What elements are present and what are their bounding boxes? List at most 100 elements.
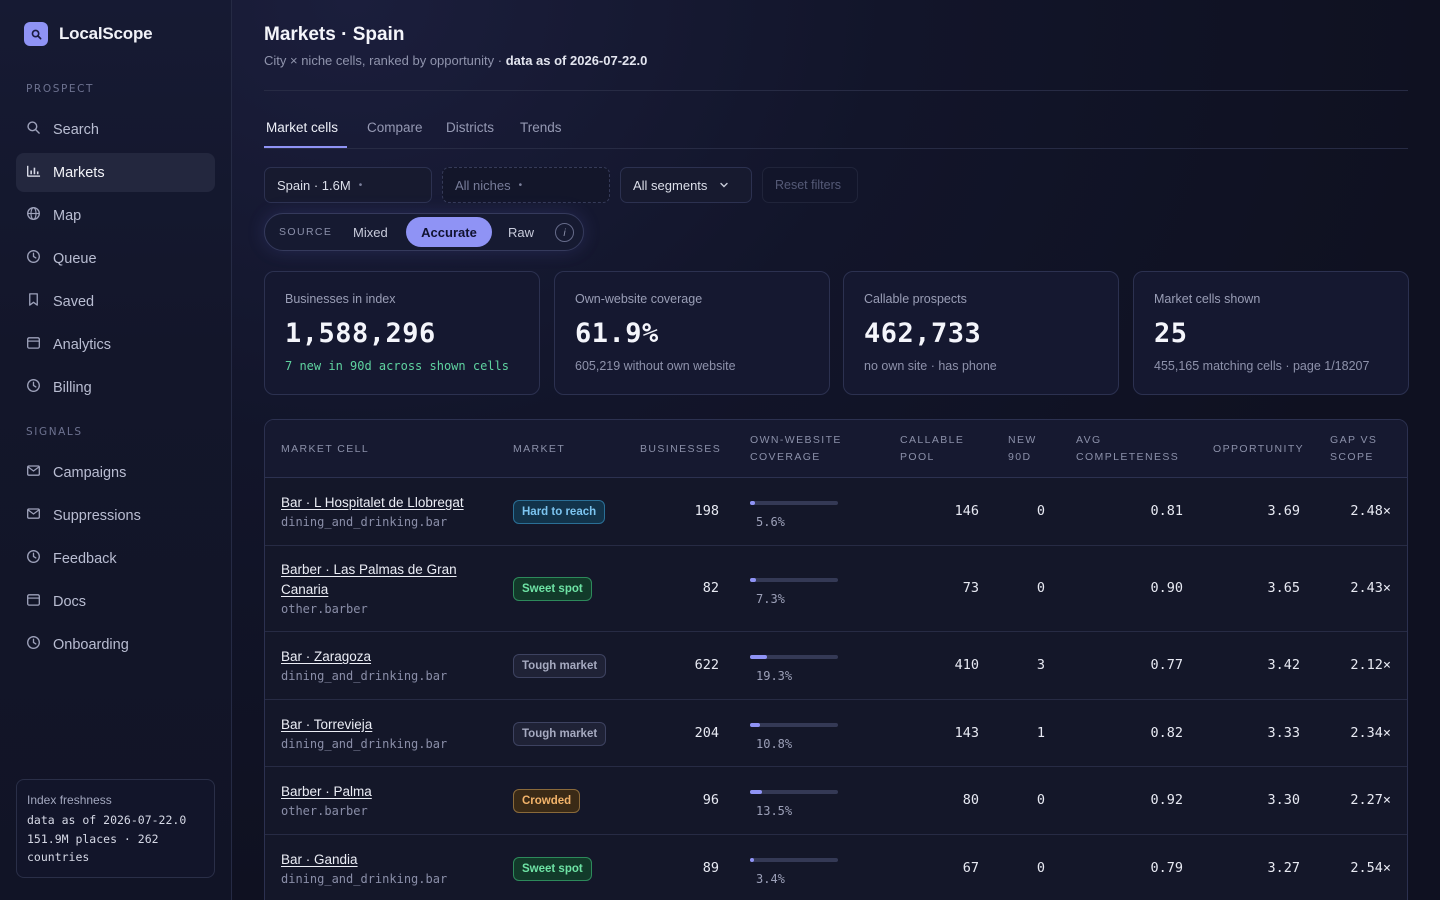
businesses-value: 622 bbox=[694, 657, 719, 673]
table-row[interactable]: Barber · Las Palmas de Gran Canaria other.… bbox=[265, 546, 1407, 632]
sidebar-item-docs[interactable]: Docs bbox=[16, 582, 215, 621]
col-market-cell[interactable]: MARKET CELL bbox=[281, 443, 370, 455]
tab-districts[interactable]: Districts bbox=[446, 120, 494, 135]
market-cell-name: Bar · L Hospitalet de Llobregat bbox=[281, 495, 464, 510]
coverage-percent: 7.3% bbox=[756, 592, 785, 606]
tab-trends[interactable]: Trends bbox=[520, 120, 562, 135]
sidebar-item-onboarding[interactable]: Onboarding bbox=[16, 625, 215, 664]
coverage-bar bbox=[750, 501, 838, 505]
col-businesses[interactable]: BUSINESSES bbox=[640, 443, 722, 455]
market-cell-link[interactable]: Barber · Palma bbox=[281, 782, 372, 802]
coverage-percent: 3.4% bbox=[756, 872, 785, 886]
tab-compare[interactable]: Compare bbox=[367, 120, 423, 135]
sidebar-item-saved[interactable]: Saved bbox=[16, 282, 215, 321]
market-cell-link[interactable]: Bar · L Hospitalet de Llobregat bbox=[281, 493, 464, 513]
gap-vs-scope-value: 2.27× bbox=[1350, 792, 1391, 808]
tab-bar: Market cells Compare Districts Trends bbox=[264, 110, 1408, 149]
market-cell-name: Barber · Las Palmas de Gran bbox=[281, 562, 457, 577]
col-avg-completeness[interactable]: AVG COMPLETENESS bbox=[1076, 432, 1179, 466]
bookmark-icon bbox=[26, 292, 41, 311]
sidebar-item-label: Map bbox=[53, 207, 82, 224]
sidebar-item-label: Docs bbox=[53, 593, 87, 610]
sidebar-item-label: Search bbox=[53, 121, 99, 138]
table-row[interactable]: Bar · L Hospitalet de Llobregat dining_an… bbox=[265, 478, 1407, 546]
col-coverage-line2: COVERAGE bbox=[750, 451, 821, 463]
info-icon[interactable]: i bbox=[555, 223, 574, 242]
col-coverage[interactable]: OWN-WEBSITE COVERAGE bbox=[750, 432, 842, 466]
businesses-value: 82 bbox=[702, 580, 719, 596]
col-coverage-line1: OWN-WEBSITE bbox=[750, 434, 842, 446]
sidebar-item-map[interactable]: Map bbox=[16, 196, 215, 235]
coverage-bar-fill bbox=[750, 501, 755, 505]
country-filter-value: Spain · 1.6M bbox=[277, 177, 351, 193]
opportunity-value: 3.30 bbox=[1267, 792, 1300, 808]
source-option-raw[interactable]: Raw bbox=[508, 225, 535, 240]
stat-note: 7 new in 90d across shown cells bbox=[285, 359, 509, 373]
sidebar-item-search[interactable]: Search bbox=[16, 110, 215, 149]
coverage-percent: 13.5% bbox=[756, 804, 793, 818]
coverage-bar bbox=[750, 722, 838, 727]
market-cell-name: Bar · Zaragoza bbox=[281, 649, 372, 664]
niches-filter[interactable]: All niches • bbox=[442, 167, 610, 203]
table-row[interactable]: Barber · Palma other.barber Crowded 96 13.5%… bbox=[265, 767, 1407, 835]
col-opportunity[interactable]: OPPORTUNITY bbox=[1213, 443, 1305, 455]
stat-label: Businesses in index bbox=[285, 292, 396, 306]
sidebar-item-suppressions[interactable]: Suppressions bbox=[16, 496, 215, 535]
market-cell: Bar · L Hospitalet de Llobregat dining_an… bbox=[281, 493, 464, 529]
subtitle-data-date: data as of 2026-07-22.0 bbox=[505, 53, 648, 68]
brand[interactable]: LocalScope bbox=[24, 22, 153, 46]
country-filter[interactable]: Spain · 1.6M • bbox=[264, 167, 432, 203]
search-icon bbox=[26, 120, 41, 139]
market-cell-link[interactable]: Bar · Torrevieja bbox=[281, 715, 447, 735]
market-badge: Hard to reach bbox=[513, 500, 606, 524]
coverage-percent: 19.3% bbox=[756, 669, 793, 683]
col-new-line2: 90D bbox=[1008, 451, 1032, 463]
gap-vs-scope-value: 2.34× bbox=[1350, 724, 1391, 741]
clock-icon bbox=[26, 549, 41, 568]
col-gap-vs-scope[interactable]: GAP VS SCOPE bbox=[1330, 432, 1377, 466]
col-market[interactable]: MARKET bbox=[513, 443, 566, 455]
stat-value: 25 bbox=[1154, 318, 1188, 349]
col-new-90d[interactable]: NEW 90D bbox=[1008, 432, 1037, 466]
sidebar-item-analytics[interactable]: Analytics bbox=[16, 325, 215, 364]
source-option-mixed[interactable]: Mixed bbox=[353, 225, 388, 240]
calendar-icon bbox=[26, 592, 41, 611]
opportunity-value: 3.69 bbox=[1267, 503, 1300, 519]
col-new-line1: NEW bbox=[1008, 434, 1037, 446]
tab-market-cells[interactable]: Market cells bbox=[266, 120, 339, 135]
sidebar-item-markets[interactable]: Markets bbox=[16, 153, 215, 192]
coverage-percent: 5.6% bbox=[756, 515, 785, 529]
bar-chart-icon bbox=[26, 163, 41, 182]
market-cell-link[interactable]: Barber · Las Palmas de Gran Canaria bbox=[281, 560, 457, 600]
market-cell-name: Barber · Palma bbox=[281, 784, 372, 799]
market-cell-category: dining_and_drinking.bar bbox=[281, 872, 448, 886]
sidebar-item-label: Campaigns bbox=[53, 464, 127, 481]
market-cell-link[interactable]: Bar · Zaragoza bbox=[281, 647, 447, 667]
sidebar-item-queue[interactable]: Queue bbox=[16, 239, 215, 278]
gap-vs-scope-value: 2.48× bbox=[1350, 503, 1391, 519]
market-cell-link[interactable]: Bar · Gandia bbox=[281, 850, 447, 870]
new-90d-value: 1 bbox=[1036, 724, 1045, 741]
stat-note: 605,219 without own website bbox=[575, 359, 736, 373]
sidebar-item-campaigns[interactable]: Campaigns bbox=[16, 453, 215, 492]
table-row[interactable]: Bar · Gandia dining_and_drinking.bar Sweet… bbox=[265, 835, 1407, 900]
segments-select[interactable]: All segments bbox=[620, 167, 752, 203]
market-cell-category: dining_and_drinking.bar bbox=[281, 669, 448, 683]
sidebar-item-feedback[interactable]: Feedback bbox=[16, 539, 215, 578]
reset-filters-button[interactable]: Reset filters bbox=[762, 167, 858, 203]
stat-value: 1,588,296 bbox=[285, 318, 436, 349]
col-callable[interactable]: CALLABLE POOL bbox=[900, 432, 964, 466]
sidebar-item-label: Analytics bbox=[53, 336, 112, 353]
table-row[interactable]: Bar · Zaragoza dining_and_drinking.bar Tou… bbox=[265, 632, 1407, 700]
divider bbox=[264, 90, 1408, 91]
source-toggle: SOURCE Mixed Accurate Raw i bbox=[264, 213, 584, 251]
source-option-accurate[interactable]: Accurate bbox=[406, 217, 492, 247]
market-cell-category: other.barber bbox=[281, 602, 368, 616]
sidebar-item-billing[interactable]: Billing bbox=[16, 368, 215, 407]
new-90d-value: 0 bbox=[1036, 503, 1045, 519]
mail-icon bbox=[26, 463, 41, 482]
sidebar-item-label: Markets bbox=[53, 164, 105, 181]
table-row[interactable]: Bar · Torrevieja dining_and_drinking.bar T… bbox=[265, 700, 1407, 767]
sidebar-item-label: Suppressions bbox=[53, 507, 141, 524]
coverage-percent: 10.8% bbox=[756, 736, 793, 751]
